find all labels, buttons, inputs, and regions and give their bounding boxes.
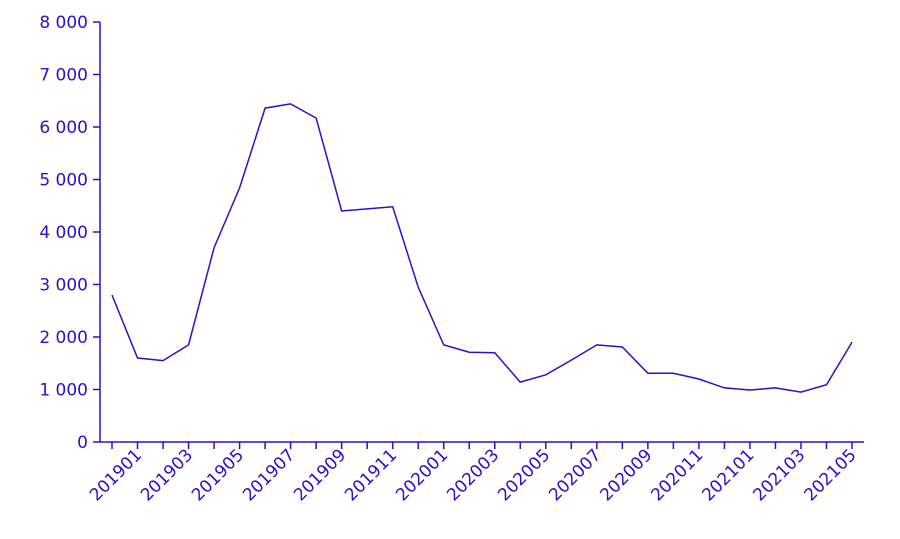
x-tick-label: 201905 [188, 445, 248, 505]
y-tick-label: 7 000 [39, 66, 88, 86]
x-tick-label: 202105 [800, 445, 860, 505]
y-tick-label: 2 000 [39, 328, 88, 348]
x-tick-label: 202009 [596, 445, 656, 505]
y-tick-label: 5 000 [39, 171, 88, 191]
y-tick-label: 4 000 [39, 223, 88, 243]
x-tick-label: 201909 [290, 445, 350, 505]
x-tick-label: 201901 [86, 445, 146, 505]
data-line [111, 103, 853, 393]
x-tick-label: 201903 [137, 445, 197, 505]
y-tick-label: 0 [77, 433, 88, 453]
x-tick-label: 202011 [647, 445, 707, 505]
x-tick-label: 202007 [545, 445, 605, 505]
x-tick-label: 202101 [698, 445, 758, 505]
x-tick-label: 202103 [749, 445, 809, 505]
x-tick-label: 202005 [494, 445, 554, 505]
y-tick-label: 1 000 [39, 381, 88, 401]
x-tick-label: 201907 [239, 445, 299, 505]
x-tick-label: 202003 [443, 445, 503, 505]
y-tick-label: 3 000 [39, 276, 88, 296]
x-tick-label: 201911 [341, 445, 401, 505]
y-tick-label: 8 000 [39, 13, 88, 33]
y-tick-label: 6 000 [39, 118, 88, 138]
x-tick-label: 202001 [392, 445, 452, 505]
